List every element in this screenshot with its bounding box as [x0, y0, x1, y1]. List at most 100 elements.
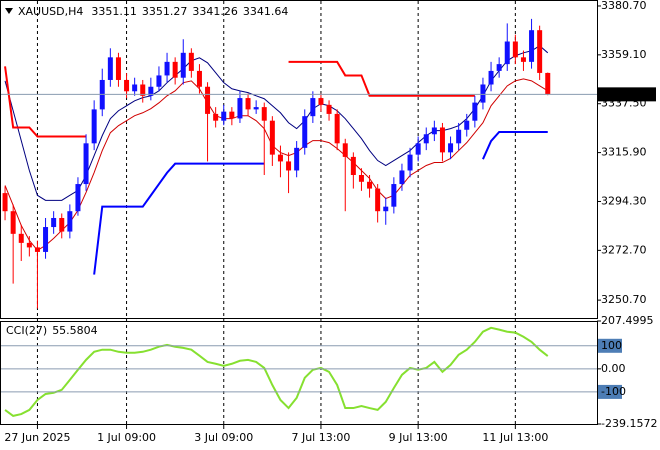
x-tick-label: 27 Jun 2025 — [4, 431, 70, 444]
candle-body — [221, 111, 227, 121]
candle-body — [375, 188, 381, 212]
cci-name: CCI(27) — [6, 324, 47, 337]
y-tick-label: 3359.10 — [601, 48, 647, 61]
y-tick-label: 3250.70 — [601, 293, 647, 306]
indicator-line — [482, 131, 548, 160]
candle-body — [196, 70, 202, 87]
candle-body — [383, 206, 389, 212]
candle-body — [91, 109, 97, 144]
candle-body — [399, 170, 405, 185]
y-tick-label: 3315.90 — [601, 146, 647, 159]
symbol-icon — [5, 8, 13, 14]
candle-body — [448, 143, 454, 153]
candle-body — [350, 156, 356, 175]
close-value: 3341.64 — [243, 5, 289, 18]
candle-body — [318, 98, 324, 105]
candle-body — [464, 120, 470, 130]
candle-body — [277, 154, 283, 162]
open-value: 3351.11 — [91, 5, 137, 18]
y-tick-label: 3294.30 — [601, 194, 647, 207]
candle-body — [358, 174, 364, 182]
candle-body — [480, 84, 486, 103]
candle-body — [310, 98, 316, 117]
current-price-box — [598, 87, 656, 102]
candle-body — [148, 86, 154, 96]
y-tick-label: -100 — [601, 385, 626, 398]
candle-body — [520, 57, 526, 62]
y-tick-label: -239.1572 — [601, 417, 657, 430]
candle-body — [326, 104, 332, 114]
candle-body — [124, 79, 130, 92]
candle-body — [391, 184, 397, 207]
cci-header: CCI(27) 55.5804 — [6, 324, 98, 337]
current-price-label: 3341.64 — [602, 87, 648, 100]
y-tick-label: 207.4995 — [601, 314, 654, 327]
candle-body — [261, 107, 267, 121]
candle-body — [107, 57, 113, 80]
y-tick-label: 3380.70 — [601, 0, 647, 12]
x-tick-label: 7 Jul 13:00 — [291, 431, 350, 444]
candle-body — [407, 154, 413, 171]
y-tick-label: 0.00 — [601, 362, 626, 375]
candle-body — [253, 107, 259, 110]
x-tick-label: 3 Jul 09:00 — [194, 431, 253, 444]
candle-body — [2, 193, 8, 212]
candle-body — [10, 211, 16, 234]
candle-body — [545, 72, 551, 95]
chart-header: XAUUSD,H4 3351.11 3351.27 3341.26 3341.64 — [18, 5, 288, 18]
candle-body — [18, 233, 24, 243]
candle-body — [496, 64, 502, 71]
x-tick-label: 9 Jul 13:00 — [389, 431, 448, 444]
low-value: 3341.26 — [192, 5, 238, 18]
y-tick-label: 3272.70 — [601, 243, 647, 256]
candle-body — [132, 84, 138, 92]
y-tick-label: 100 — [601, 339, 622, 352]
candle-body — [512, 41, 518, 58]
candle-body — [529, 30, 535, 62]
candle-body — [294, 147, 300, 171]
candle-body — [51, 217, 57, 228]
candle-body — [269, 120, 275, 155]
candle-body — [456, 129, 462, 144]
cci-value: 55.5804 — [52, 324, 98, 337]
candle-body — [156, 75, 162, 87]
candle-body — [302, 116, 308, 148]
candle-body — [229, 111, 235, 119]
candle-body — [423, 134, 429, 144]
candle-body — [172, 61, 178, 78]
candle-body — [342, 143, 348, 157]
symbol: XAUUSD,H4 — [18, 5, 83, 18]
candle-body — [213, 113, 219, 121]
candle-body — [472, 102, 478, 121]
candle-body — [439, 127, 445, 153]
candle-body — [164, 61, 170, 76]
indicator-line — [4, 326, 549, 417]
candle-body — [188, 52, 194, 71]
candle-body — [205, 86, 211, 114]
candle-body — [488, 70, 494, 85]
candle-body — [431, 127, 437, 135]
indicator-line — [4, 66, 87, 138]
x-tick-label: 11 Jul 13:00 — [482, 431, 548, 444]
level-box — [598, 338, 622, 353]
indicator-line — [288, 60, 475, 97]
candle-body — [115, 57, 121, 80]
candle-body — [67, 211, 73, 232]
candle-body — [75, 184, 81, 212]
cci-pane — [0, 321, 598, 425]
candle-body — [286, 161, 292, 171]
high-value: 3351.27 — [142, 5, 188, 18]
candle-body — [34, 247, 40, 252]
indicator-line — [4, 78, 549, 252]
x-tick-label: 1 Jul 09:00 — [97, 431, 156, 444]
candle-body — [367, 181, 373, 189]
candle-body — [26, 242, 32, 248]
candle-body — [537, 30, 543, 73]
indicator-line — [93, 162, 265, 275]
indicator-line — [4, 45, 549, 201]
candle-body — [245, 98, 251, 110]
candle-body — [415, 143, 421, 155]
